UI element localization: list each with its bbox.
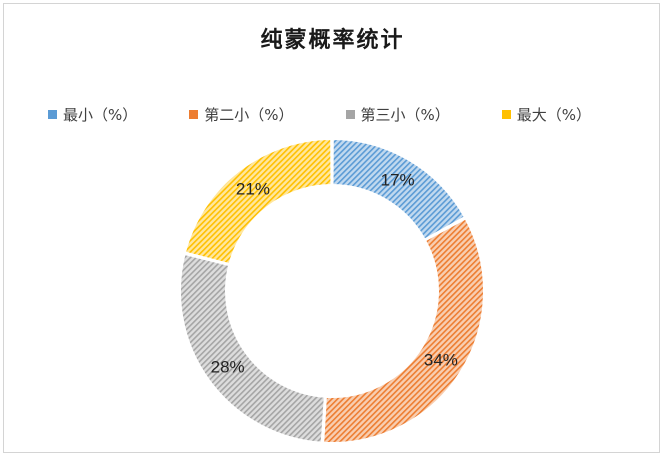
donut-slice-min	[331, 137, 467, 241]
legend-item-min: 最小（%）	[48, 104, 137, 125]
legend-swatch-third	[345, 109, 355, 119]
legend-swatch-min	[48, 109, 57, 119]
data-label-max: 21%	[236, 180, 270, 199]
legend-label-third: 第三小（%）	[360, 105, 450, 124]
data-label-min: 17%	[381, 170, 415, 189]
data-labels: 17% 34% 28% 21%	[211, 170, 458, 376]
legend: 最小（%） 第二小（%） 第三小（%） 最大（%）	[48, 103, 591, 125]
legend-item-second: 第二小（%）	[189, 104, 294, 125]
donut-slice-second	[322, 217, 485, 444]
legend-item-max: 最大（%）	[501, 104, 592, 125]
legend-swatch-max	[501, 109, 511, 119]
legend-item-third: 第三小（%）	[345, 104, 450, 125]
legend-label-second: 第二小（%）	[204, 105, 294, 124]
donut-slices	[179, 137, 485, 444]
chart-area	[3, 3, 660, 453]
chart-title: 纯蒙概率统计	[260, 27, 405, 53]
data-label-third: 28%	[211, 357, 245, 376]
legend-label-min: 最小（%）	[63, 105, 138, 124]
donut-slice-third	[179, 252, 326, 444]
legend-swatch-second	[189, 109, 199, 119]
data-label-second: 34%	[424, 351, 458, 370]
legend-label-max: 最大（%）	[516, 105, 592, 124]
donut-slice-max	[183, 137, 333, 266]
